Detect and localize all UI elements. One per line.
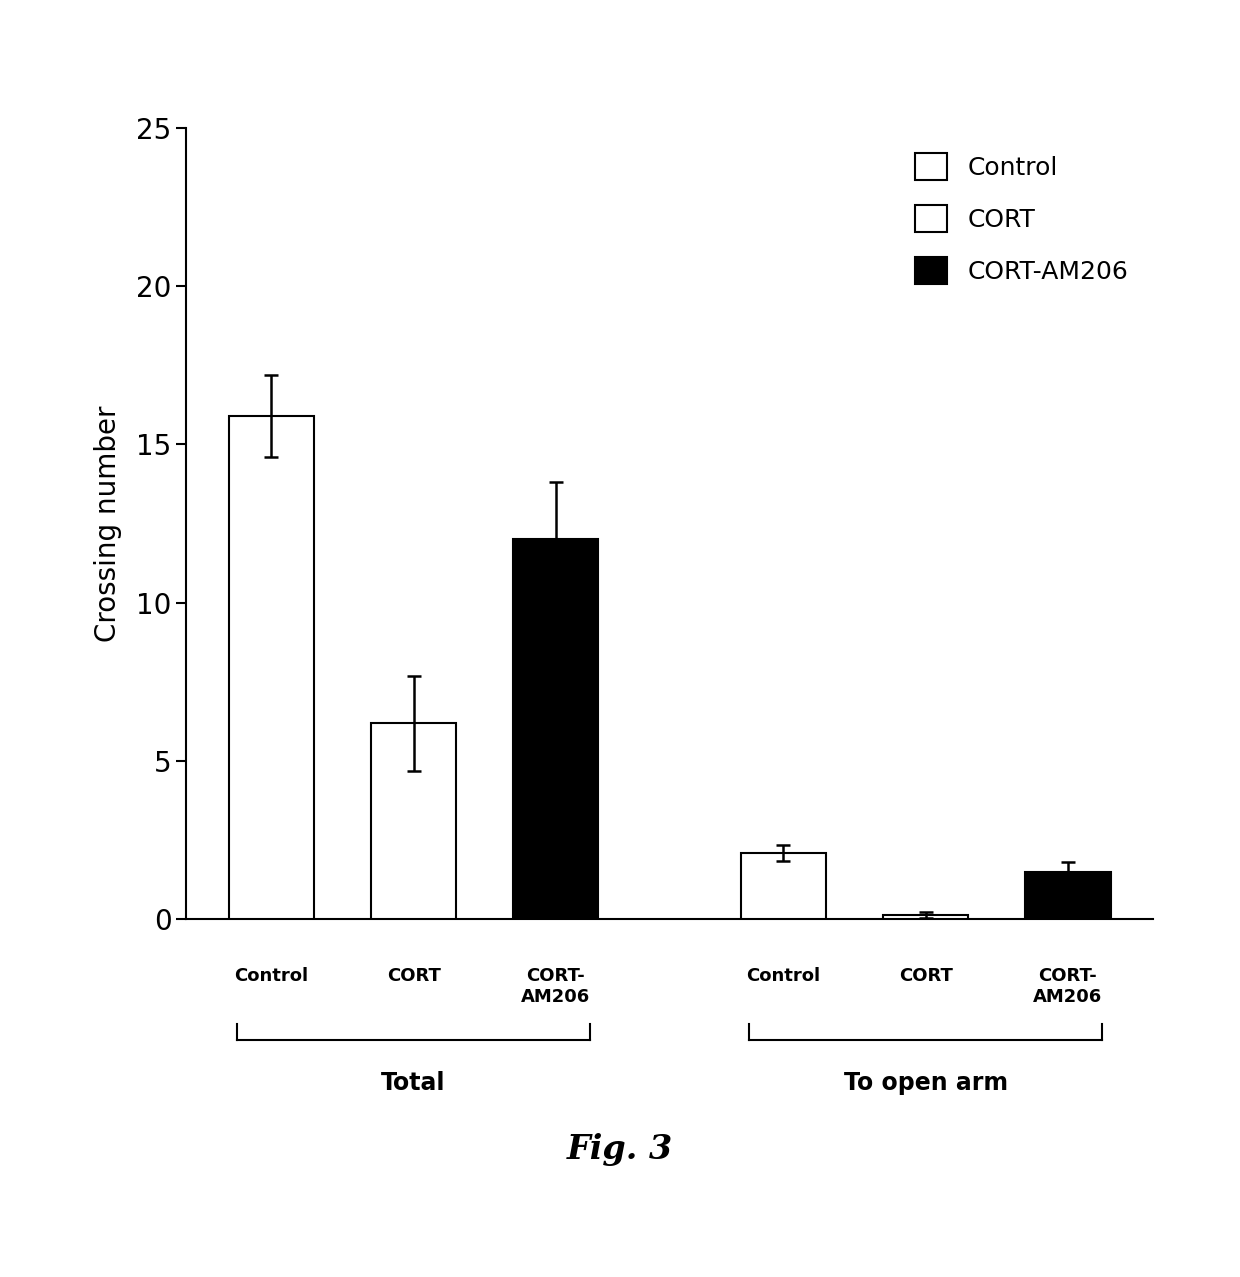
Text: To open arm: To open arm — [843, 1071, 1008, 1096]
Text: CORT: CORT — [899, 967, 952, 985]
Text: CORT-
AM206: CORT- AM206 — [521, 967, 590, 1006]
Text: Total: Total — [382, 1071, 446, 1096]
Text: CORT: CORT — [387, 967, 440, 985]
Bar — [883, 914, 968, 919]
Text: Fig. 3: Fig. 3 — [567, 1133, 673, 1166]
Bar — [371, 723, 456, 919]
Legend: Control, CORT, CORT-AM206: Control, CORT, CORT-AM206 — [903, 140, 1141, 298]
Bar — [1025, 872, 1111, 919]
Bar — [228, 416, 314, 919]
Text: CORT-
AM206: CORT- AM206 — [1033, 967, 1102, 1006]
Bar — [513, 539, 599, 919]
Text: Control: Control — [234, 967, 309, 985]
Text: Control: Control — [746, 967, 821, 985]
Y-axis label: Crossing number: Crossing number — [94, 405, 123, 642]
Bar — [740, 853, 826, 919]
